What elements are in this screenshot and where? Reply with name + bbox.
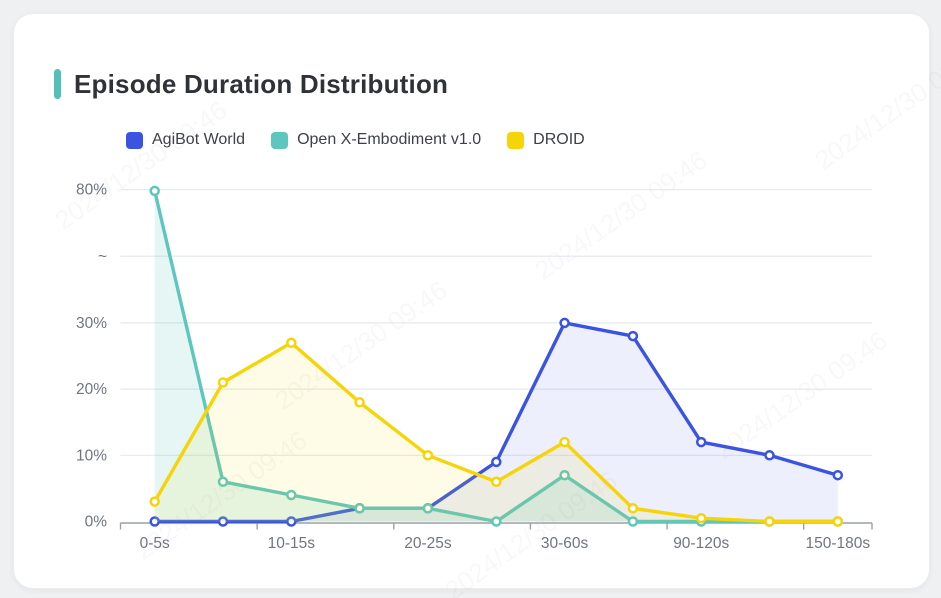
title-accent-bar	[54, 69, 61, 99]
legend-item-droid[interactable]: DROID	[507, 131, 585, 149]
data-point-open-x-embodiment-v1-0[interactable]	[286, 489, 297, 501]
x-axis-label: 20-25s	[404, 535, 452, 552]
y-axis-label: 10%	[76, 447, 107, 464]
legend-item-open-x-embodiment-v1-0[interactable]: Open X-Embodiment v1.0	[271, 131, 481, 149]
legend-swatch-icon	[126, 131, 143, 149]
x-axis-label: 150-180s	[806, 535, 871, 552]
y-axis-label: 30%	[76, 315, 107, 332]
y-axis-label: 80%	[76, 182, 107, 199]
data-point-agibot-world[interactable]	[695, 436, 707, 448]
data-point-open-x-embodiment-v1-0[interactable]	[217, 476, 229, 488]
x-axis-label: 0-5s	[140, 535, 170, 552]
x-axis-label: 90-120s	[673, 535, 729, 552]
chart-legend: AgiBot World Open X-Embodiment v1.0 DROID	[126, 128, 585, 152]
data-point-open-x-embodiment-v1-0[interactable]	[354, 503, 365, 514]
data-point-droid[interactable]	[422, 450, 434, 461]
data-point-open-x-embodiment-v1-0[interactable]	[559, 469, 570, 481]
data-point-agibot-world[interactable]	[286, 516, 297, 527]
y-axis-label: 0%	[85, 514, 108, 531]
series-area-droid	[154, 342, 838, 522]
legend-item-agibot-world[interactable]: AgiBot World	[126, 131, 245, 149]
data-point-droid[interactable]	[627, 503, 639, 514]
data-point-droid[interactable]	[149, 496, 160, 507]
data-point-agibot-world[interactable]	[559, 317, 570, 329]
legend-label: DROID	[533, 131, 585, 148]
data-point-droid[interactable]	[217, 377, 229, 388]
title-row: Episode Duration Distribution	[54, 68, 448, 100]
data-point-open-x-embodiment-v1-0[interactable]	[149, 185, 160, 197]
data-point-open-x-embodiment-v1-0[interactable]	[491, 516, 502, 527]
y-axis-label: ~	[98, 248, 107, 265]
series-area-agibot-world	[154, 322, 838, 522]
page-title: Episode Duration Distribution	[74, 68, 449, 99]
data-point-agibot-world[interactable]	[832, 469, 844, 481]
chart-card: Episode Duration Distribution AgiBot Wor…	[13, 13, 930, 589]
legend-swatch-icon	[271, 131, 289, 149]
data-point-agibot-world[interactable]	[764, 450, 775, 461]
legend-label: Open X-Embodiment v1.0	[297, 131, 482, 148]
legend-label: AgiBot World	[152, 131, 246, 148]
data-point-droid[interactable]	[491, 476, 502, 488]
y-axis-label: 20%	[76, 381, 107, 398]
data-point-agibot-world[interactable]	[627, 330, 639, 342]
data-point-agibot-world[interactable]	[491, 456, 502, 468]
x-axis-label: 30-60s	[541, 535, 589, 552]
data-point-droid[interactable]	[354, 397, 365, 408]
data-point-agibot-world[interactable]	[149, 516, 160, 527]
series-area-open-x-embodiment-v1-0	[154, 190, 838, 522]
legend-swatch-icon	[507, 131, 525, 149]
data-point-droid[interactable]	[286, 337, 297, 349]
data-point-open-x-embodiment-v1-0[interactable]	[422, 503, 434, 514]
x-axis-label: 10-15s	[268, 535, 316, 552]
data-point-open-x-embodiment-v1-0[interactable]	[627, 516, 639, 527]
data-point-droid[interactable]	[764, 516, 775, 527]
data-point-agibot-world[interactable]	[217, 516, 229, 527]
data-point-droid[interactable]	[832, 516, 844, 527]
data-point-droid[interactable]	[559, 436, 570, 448]
data-point-droid[interactable]	[695, 512, 707, 524]
